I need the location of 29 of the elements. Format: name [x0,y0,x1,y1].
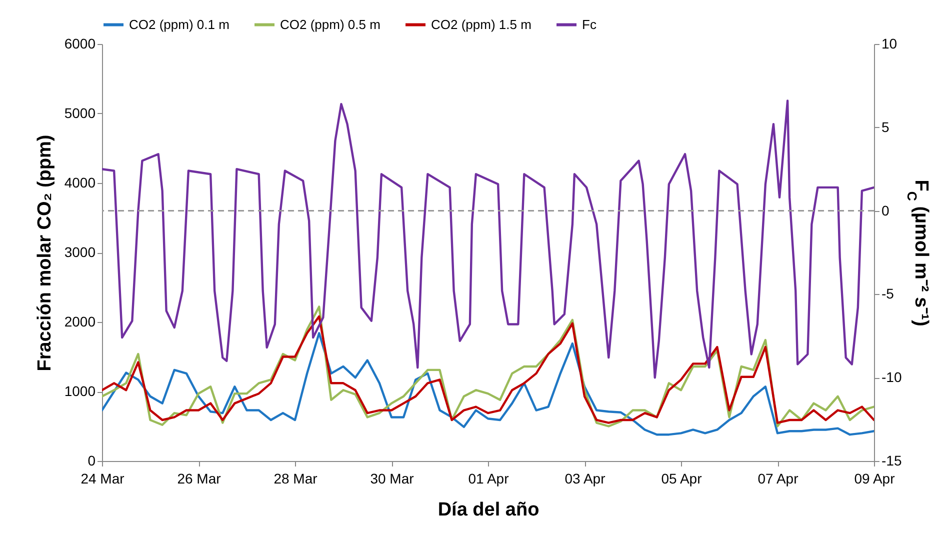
y-tick-label: 3000 [64,244,96,260]
legend-label: CO2 (ppm) 0.5 m [280,16,380,32]
legend-label: CO2 (ppm) 1.5 m [431,16,532,32]
x-axis-title: Día del año [438,500,540,520]
x-tick-label: 03 Apr [564,470,606,486]
x-tick-label: 09 Apr [854,470,896,486]
x-tick-label: 01 Apr [468,470,510,486]
legend-label: Fc [582,16,597,32]
x-tick-label: 30 Mar [370,470,414,486]
y2-tick-label: 0 [882,202,890,218]
x-tick-label: 26 Mar [177,470,222,486]
x-tick-label: 07 Apr [758,470,799,486]
x-tick-label: 24 Mar [80,470,125,486]
y2-tick-label: -10 [882,369,902,386]
x-tick-label: 28 Mar [274,470,318,486]
y-axis-title: Fracción molar CO₂ (ppm) [34,134,56,372]
y-tick-label: 5000 [64,105,96,121]
line-series [102,332,874,436]
y2-tick-label: 5 [882,118,890,135]
y-tick-label: 1000 [64,383,96,399]
y-tick-label: 6000 [64,36,96,52]
y-tick-label: 0 [88,452,96,468]
y2-tick-label: 10 [882,36,898,52]
x-tick-label: 05 Apr [661,470,702,486]
y2-tick-label: -5 [882,286,894,302]
legend-label: CO2 (ppm) 0.1 m [129,16,230,32]
y-tick-label: 2000 [64,314,96,330]
y-tick-label: 4000 [64,174,96,190]
y2-tick-label: -15 [882,452,902,468]
